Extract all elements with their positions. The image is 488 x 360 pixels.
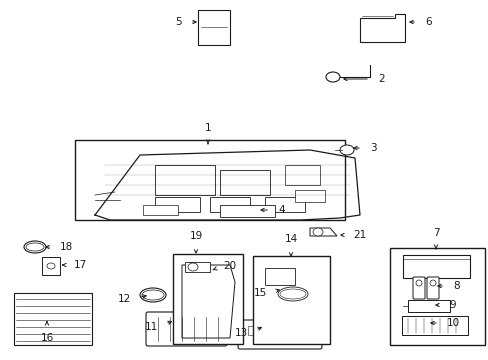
Ellipse shape (47, 263, 55, 269)
Text: 11: 11 (144, 322, 158, 332)
Bar (264, 197, 305, 212)
Text: 12: 12 (118, 294, 131, 304)
Bar (294, 190, 325, 202)
Ellipse shape (280, 289, 305, 299)
Bar (402, 255, 469, 278)
Bar (389, 248, 484, 345)
Bar (14, 293, 92, 345)
Ellipse shape (142, 290, 163, 300)
Ellipse shape (312, 228, 323, 236)
Ellipse shape (187, 263, 198, 271)
Bar (401, 316, 467, 335)
Ellipse shape (24, 241, 46, 253)
Bar (142, 205, 178, 215)
Polygon shape (309, 228, 336, 236)
Bar (285, 165, 319, 185)
Ellipse shape (429, 280, 435, 286)
Bar (184, 262, 209, 272)
FancyBboxPatch shape (238, 320, 321, 349)
Bar (75, 140, 345, 220)
Bar (407, 300, 449, 312)
Ellipse shape (415, 280, 421, 286)
Bar (220, 205, 274, 217)
Text: 19: 19 (189, 231, 202, 241)
Text: 20: 20 (223, 261, 236, 271)
Ellipse shape (278, 287, 307, 301)
Polygon shape (182, 265, 235, 338)
Text: 2: 2 (377, 74, 384, 84)
Text: 10: 10 (446, 318, 459, 328)
Bar (155, 165, 215, 195)
Text: 17: 17 (74, 260, 87, 270)
Bar (252, 256, 329, 344)
Bar (173, 254, 243, 344)
Polygon shape (359, 14, 404, 42)
Text: 16: 16 (41, 333, 54, 343)
Bar (42, 257, 60, 275)
Text: 6: 6 (424, 17, 431, 27)
Bar (209, 197, 249, 212)
FancyBboxPatch shape (146, 312, 226, 346)
Bar (264, 268, 294, 285)
Text: 14: 14 (284, 234, 297, 244)
Bar (155, 197, 200, 212)
Text: 4: 4 (278, 205, 284, 215)
Text: 13: 13 (234, 328, 247, 338)
Text: 18: 18 (60, 242, 73, 252)
Text: 1: 1 (204, 123, 211, 133)
Text: 8: 8 (452, 281, 459, 291)
Text: 5: 5 (175, 17, 182, 27)
Ellipse shape (325, 72, 339, 82)
Text: 21: 21 (352, 230, 366, 240)
Text: 9: 9 (448, 300, 455, 310)
Bar (220, 170, 269, 195)
Bar (247, 326, 287, 335)
Ellipse shape (339, 145, 353, 155)
FancyBboxPatch shape (412, 277, 424, 299)
Text: 3: 3 (369, 143, 376, 153)
Ellipse shape (26, 243, 44, 251)
Ellipse shape (140, 288, 165, 302)
Text: 15: 15 (253, 288, 266, 298)
Text: 7: 7 (432, 228, 438, 238)
Bar (198, 10, 229, 45)
FancyBboxPatch shape (426, 277, 438, 299)
